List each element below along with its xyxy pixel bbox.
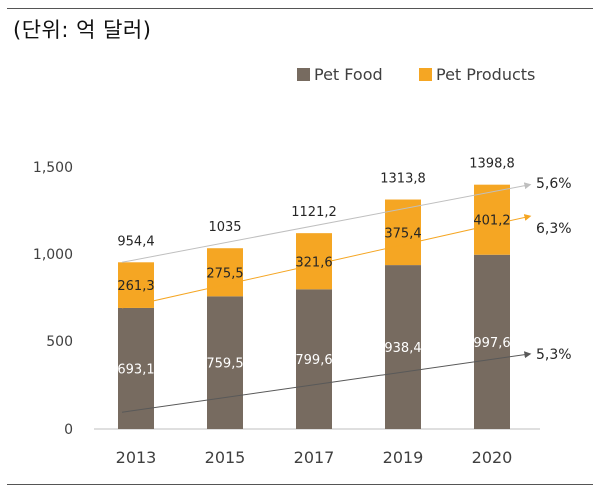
pet-products-value-label: 375,4 xyxy=(384,226,421,241)
trend-label-pet-products: 6,3% xyxy=(536,221,572,237)
legend-swatch-pet-food xyxy=(297,68,310,81)
bar-pet-products-2017 xyxy=(296,233,332,290)
trend-label-total: 5,6% xyxy=(536,176,572,192)
total-label: 1313,8 xyxy=(380,172,426,187)
y-tick-label: 500 xyxy=(46,334,73,350)
unit-label: (단위: 억 달러) xyxy=(13,18,152,42)
x-tick-label: 2013 xyxy=(116,448,157,467)
bar-pet-food-2017 xyxy=(296,289,332,429)
trend-line-pet-food xyxy=(121,351,532,413)
pet-products-value-label: 261,3 xyxy=(117,279,154,294)
x-tick-label: 2017 xyxy=(294,448,335,467)
x-tick-label: 2020 xyxy=(472,448,513,467)
bar-pet-food-2019 xyxy=(385,265,421,429)
x-tick-label: 2019 xyxy=(383,448,424,467)
bottom-rule xyxy=(7,484,593,485)
y-tick-label: 1,000 xyxy=(33,247,73,263)
pet-food-value-label: 997,6 xyxy=(473,336,510,351)
bar-pet-food-2015 xyxy=(207,296,243,429)
x-tick-label: 2015 xyxy=(205,448,246,467)
bar-pet-products-2015 xyxy=(207,248,243,297)
pet-food-value-label: 759,5 xyxy=(206,357,243,372)
trend-line-total xyxy=(121,182,532,263)
legend-swatch-pet-products xyxy=(419,68,432,81)
legend-label-pet-products: Pet Products xyxy=(436,65,535,84)
trend-line-pet-products xyxy=(121,214,532,309)
pet-food-value-label: 938,4 xyxy=(384,341,421,356)
pet-products-value-label: 275,5 xyxy=(206,266,243,281)
total-label: 1398,8 xyxy=(469,157,515,172)
bar-pet-products-2019 xyxy=(385,199,421,266)
y-tick-label: 1,500 xyxy=(33,160,73,176)
pet-food-value-label: 799,6 xyxy=(295,353,332,368)
top-rule xyxy=(7,8,593,9)
trend-label-pet-food: 5,3% xyxy=(536,347,572,363)
pet-products-value-label: 321,6 xyxy=(295,255,332,270)
total-label: 1035 xyxy=(208,220,241,235)
total-label: 954,4 xyxy=(117,234,154,249)
total-label: 1121,2 xyxy=(291,205,337,220)
bar-pet-products-2020 xyxy=(474,184,510,255)
pet-products-value-label: 401,2 xyxy=(473,214,510,229)
bar-pet-products-2013 xyxy=(118,262,154,308)
bar-pet-food-2020 xyxy=(474,254,510,429)
y-tick-label: 0 xyxy=(64,422,73,438)
legend-label-pet-food: Pet Food xyxy=(314,65,383,84)
pet-food-value-label: 693,1 xyxy=(117,362,154,377)
